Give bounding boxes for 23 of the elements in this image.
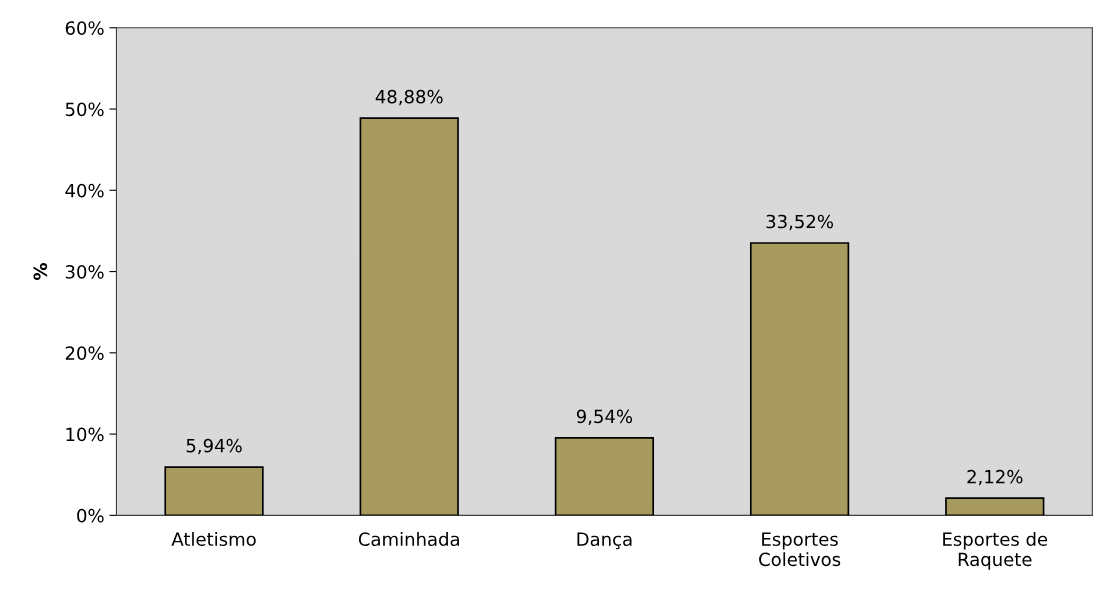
bar (945, 497, 1045, 516)
y-tick-label: 10% (66, 427, 104, 442)
data-label: 2,12% (967, 469, 1023, 486)
y-tick-label: 60% (65, 21, 104, 35)
data-label: 33,52% (766, 214, 834, 231)
y-axis-title: % (33, 263, 48, 281)
bar (359, 117, 459, 516)
bar (164, 466, 264, 516)
data-label: 48,88% (375, 89, 443, 106)
bar (554, 436, 655, 516)
x-tick-label: Esportes de Raquete (943, 532, 1048, 570)
y-tick-label: 30% (65, 265, 104, 279)
x-tick-label: Caminhada (358, 532, 459, 546)
x-tick-label: Atletismo (171, 532, 256, 546)
bar (749, 242, 850, 516)
y-tick-label: 50% (65, 102, 104, 117)
data-label: 5,94% (186, 438, 242, 455)
x-tick-label: Esportes Coletivos (759, 532, 841, 567)
x-tick-label: Dança (577, 532, 632, 550)
y-tick-label: 0% (77, 508, 104, 523)
y-tick-label: 40% (65, 183, 104, 198)
y-tick-label: 20% (65, 346, 104, 360)
data-label: 9,54% (576, 409, 633, 426)
